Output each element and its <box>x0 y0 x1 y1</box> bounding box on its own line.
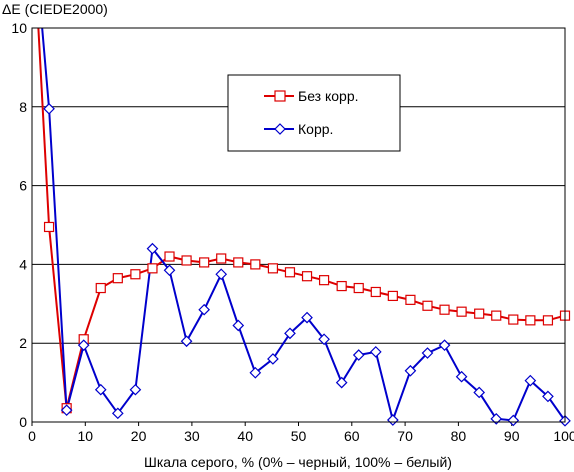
data-point-series-2-9 <box>180 335 193 348</box>
legend-label-series-2: Корр. <box>298 121 333 137</box>
data-point-series-1-30 <box>542 315 554 326</box>
data-point-series-1-25 <box>456 306 467 317</box>
data-point-series-2-26 <box>473 386 486 399</box>
data-point-series-2-30 <box>542 390 554 403</box>
data-point-series-2-2 <box>60 404 73 417</box>
x-tick-label-80: 80 <box>451 428 467 444</box>
legend-marker-series-1 <box>274 90 286 102</box>
data-point-series-1-15 <box>284 267 296 278</box>
data-point-series-1-21 <box>387 290 398 302</box>
data-point-series-2-25 <box>455 370 468 383</box>
data-point-series-2-17 <box>318 333 330 346</box>
data-point-series-1-28 <box>508 314 519 325</box>
data-point-series-2-4 <box>94 383 107 396</box>
data-point-series-2-24 <box>438 339 451 352</box>
data-point-series-2-8 <box>163 264 176 277</box>
data-point-series-2-13 <box>249 366 262 379</box>
data-point-series-1-26 <box>474 308 485 319</box>
data-point-series-1-13 <box>250 259 261 270</box>
data-point-series-2-10 <box>198 303 211 316</box>
data-point-series-1-29 <box>525 315 536 326</box>
x-tick-label-70: 70 <box>397 428 413 444</box>
data-point-series-2-7 <box>146 242 159 255</box>
y-tick-label-10: 10 <box>11 20 27 36</box>
data-point-series-2-5 <box>111 407 124 420</box>
x-tick-label-60: 60 <box>344 428 360 444</box>
y-tick-label-2: 2 <box>19 335 27 351</box>
data-point-series-2-14 <box>267 353 279 365</box>
data-point-series-1-17 <box>318 275 330 286</box>
data-point-series-1-27 <box>491 310 502 321</box>
data-point-series-1-22 <box>405 294 416 305</box>
data-point-series-1-9 <box>181 255 192 266</box>
x-tick-label-0: 0 <box>28 428 36 444</box>
x-tick-label-100: 100 <box>553 428 574 444</box>
x-tick-label-20: 20 <box>131 428 147 444</box>
data-point-series-1-6 <box>130 269 141 280</box>
data-point-series-2-29 <box>524 374 537 387</box>
legend-label-series-1: Без корр. <box>298 88 359 104</box>
plot-frame <box>31 27 566 423</box>
data-point-series-1-20 <box>370 286 381 298</box>
data-point-series-2-23 <box>421 347 434 359</box>
data-point-series-2-22 <box>404 364 417 377</box>
x-tick-label-50: 50 <box>291 428 307 444</box>
x-tick-label-90: 90 <box>504 428 520 444</box>
x-axis-label: Шкала серого, % (0% – черный, 100% – бел… <box>144 454 452 470</box>
data-point-series-2-6 <box>129 383 142 396</box>
y-tick-labels: 0 2 4 6 8 10 <box>11 20 27 430</box>
data-point-series-1-14 <box>267 263 279 274</box>
data-point-series-1-11 <box>216 253 227 264</box>
data-point-series-1-23 <box>422 300 433 311</box>
x-tick-label-30: 30 <box>184 428 200 444</box>
data-point-series-1-8 <box>164 251 175 262</box>
data-point-series-2-27 <box>490 412 503 425</box>
data-point-series-1-5 <box>112 273 123 284</box>
data-point-series-2-12 <box>232 319 245 332</box>
legend: Без корр. Корр. <box>227 74 401 152</box>
data-point-series-1-16 <box>301 271 313 282</box>
data-point-series-1-19 <box>353 282 364 294</box>
data-point-series-1-24 <box>439 304 450 315</box>
data-point-series-2-18 <box>335 376 348 389</box>
data-point-series-2-16 <box>301 311 313 324</box>
y-tick-label-8: 8 <box>19 99 27 115</box>
data-point-series-2-28 <box>507 414 520 427</box>
legend-marker-series-2 <box>274 123 286 135</box>
y-axis-label: ΔE (CIEDE2000) <box>2 1 108 17</box>
legend-box <box>227 74 401 152</box>
data-point-series-1-4 <box>95 282 106 294</box>
data-point-series-2-15 <box>284 327 296 340</box>
data-point-series-2-11 <box>215 268 228 281</box>
data-point-series-1-10 <box>199 257 210 268</box>
data-point-series-1-12 <box>233 257 244 268</box>
y-tick-label-6: 6 <box>19 178 27 194</box>
markers-layer <box>43 102 571 427</box>
x-tick-labels: 0 10 20 30 40 50 60 70 80 90 100 <box>28 422 574 444</box>
data-point-series-1-18 <box>336 280 347 292</box>
data-point-series-2-3 <box>77 339 90 352</box>
data-point-series-1-7 <box>147 263 158 274</box>
data-point-series-2-1 <box>43 102 55 115</box>
x-tick-label-10: 10 <box>78 428 94 444</box>
data-point-series-2-20 <box>369 346 382 358</box>
data-point-series-1-1 <box>43 221 55 233</box>
data-point-series-2-19 <box>352 349 365 361</box>
data-point-series-2-21 <box>386 414 399 426</box>
y-tick-label-4: 4 <box>19 256 27 272</box>
x-tick-label-40: 40 <box>237 428 253 444</box>
y-tick-label-0: 0 <box>19 414 27 430</box>
